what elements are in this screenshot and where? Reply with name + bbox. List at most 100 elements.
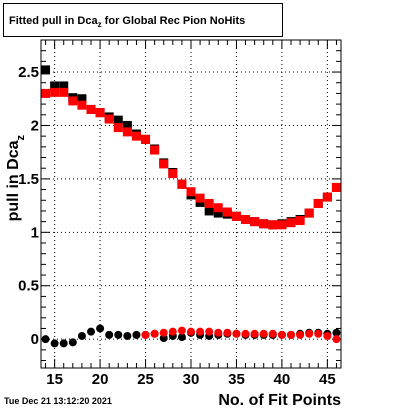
chart-title-main: Fitted pull in Dca bbox=[9, 15, 98, 27]
data-point bbox=[123, 331, 132, 340]
y-tick-label: 2.5 bbox=[18, 64, 39, 81]
data-point bbox=[95, 108, 105, 118]
y-axis-title-main: pull in Dca bbox=[5, 140, 22, 221]
data-point bbox=[41, 335, 50, 344]
y-tick-label: 2 bbox=[31, 117, 39, 134]
x-tick-label: 35 bbox=[228, 371, 245, 388]
data-point bbox=[223, 328, 232, 337]
data-point bbox=[50, 339, 59, 348]
data-point bbox=[332, 335, 341, 344]
data-point bbox=[250, 329, 259, 338]
data-point bbox=[105, 330, 114, 339]
data-point bbox=[159, 159, 169, 169]
data-point bbox=[331, 182, 341, 192]
data-point bbox=[322, 192, 332, 202]
data-point bbox=[168, 327, 177, 336]
data-point bbox=[177, 326, 186, 335]
data-point bbox=[104, 114, 114, 124]
data-point bbox=[186, 187, 196, 197]
y-tick-label: 1 bbox=[31, 224, 39, 241]
data-point bbox=[68, 338, 77, 347]
data-point bbox=[96, 324, 105, 333]
data-point bbox=[141, 330, 150, 339]
data-point bbox=[150, 329, 159, 338]
data-point bbox=[204, 206, 214, 216]
data-point bbox=[196, 327, 205, 336]
x-tick-label: 40 bbox=[274, 371, 291, 388]
y-tick-label: 1.5 bbox=[18, 171, 39, 188]
data-point bbox=[287, 330, 295, 339]
data-point bbox=[113, 115, 123, 125]
x-tick-label: 20 bbox=[92, 371, 109, 388]
data-point bbox=[259, 219, 269, 229]
chart-title-rest: for Global Rec Pion NoHits bbox=[101, 15, 246, 27]
data-point bbox=[295, 216, 305, 226]
data-point bbox=[332, 328, 341, 337]
data-point bbox=[250, 217, 260, 227]
data-point bbox=[59, 81, 69, 91]
x-tick-label: 45 bbox=[319, 371, 336, 388]
data-point bbox=[41, 88, 51, 98]
data-point bbox=[141, 134, 151, 144]
data-point bbox=[187, 327, 195, 336]
data-point bbox=[77, 94, 87, 104]
date-stamp: Tue Dec 21 13:12:20 2021 bbox=[4, 396, 112, 406]
data-point bbox=[114, 330, 123, 339]
chart-title-subscript: z bbox=[97, 20, 102, 29]
data-point bbox=[68, 96, 78, 106]
data-point bbox=[59, 339, 68, 348]
plot-frame bbox=[40, 39, 342, 369]
data-point bbox=[195, 193, 205, 203]
data-point bbox=[213, 208, 223, 218]
data-point bbox=[77, 100, 87, 110]
x-tick-label: 30 bbox=[183, 371, 200, 388]
data-point bbox=[277, 220, 287, 230]
data-point bbox=[59, 87, 69, 97]
data-point bbox=[214, 328, 223, 337]
y-axis-title: pull in Dcaz bbox=[5, 135, 27, 222]
data-point bbox=[132, 330, 141, 339]
data-point bbox=[177, 333, 186, 342]
data-point bbox=[50, 81, 60, 91]
y-tick-label: 0.5 bbox=[18, 278, 39, 295]
data-point bbox=[113, 123, 123, 133]
data-point bbox=[131, 131, 141, 141]
data-point bbox=[86, 104, 96, 114]
grid-lines bbox=[41, 40, 341, 368]
data-point bbox=[150, 145, 160, 155]
data-point bbox=[296, 330, 305, 339]
y-axis-title-subscript: z bbox=[15, 135, 27, 141]
data-point bbox=[87, 327, 95, 336]
data-point bbox=[232, 329, 241, 338]
tick-labels: 15 20 25 30 35 40 45 0 0.5 1 1.5 2 2.5 bbox=[18, 64, 336, 388]
data-point bbox=[177, 179, 187, 189]
data-point bbox=[222, 207, 232, 217]
x-tick-label: 15 bbox=[46, 371, 63, 388]
data-point bbox=[41, 65, 51, 75]
data-point bbox=[50, 87, 60, 97]
data-point bbox=[77, 331, 86, 340]
data-point bbox=[268, 329, 277, 338]
data-point bbox=[268, 220, 278, 230]
data-point bbox=[213, 203, 223, 213]
data-point bbox=[204, 198, 214, 208]
data-point bbox=[259, 329, 268, 338]
data-point bbox=[205, 327, 214, 336]
data-point bbox=[304, 208, 314, 218]
data-point bbox=[122, 127, 132, 137]
y-tick-label: 0 bbox=[31, 331, 39, 348]
data-point bbox=[231, 211, 241, 221]
data-point bbox=[168, 169, 178, 179]
data-markers bbox=[41, 65, 341, 348]
data-point bbox=[122, 120, 132, 130]
data-point bbox=[314, 329, 323, 338]
data-point bbox=[159, 328, 168, 337]
chart-title-box: Fitted pull in Dcaz for Global Rec Pion … bbox=[3, 3, 283, 37]
x-axis-title: No. of Fit Points bbox=[218, 392, 341, 409]
data-point bbox=[323, 331, 332, 340]
x-tick-label: 25 bbox=[137, 371, 154, 388]
data-point bbox=[277, 330, 286, 339]
data-point bbox=[313, 198, 323, 208]
chart-title: Fitted pull in Dcaz for Global Rec Pion … bbox=[9, 15, 246, 29]
